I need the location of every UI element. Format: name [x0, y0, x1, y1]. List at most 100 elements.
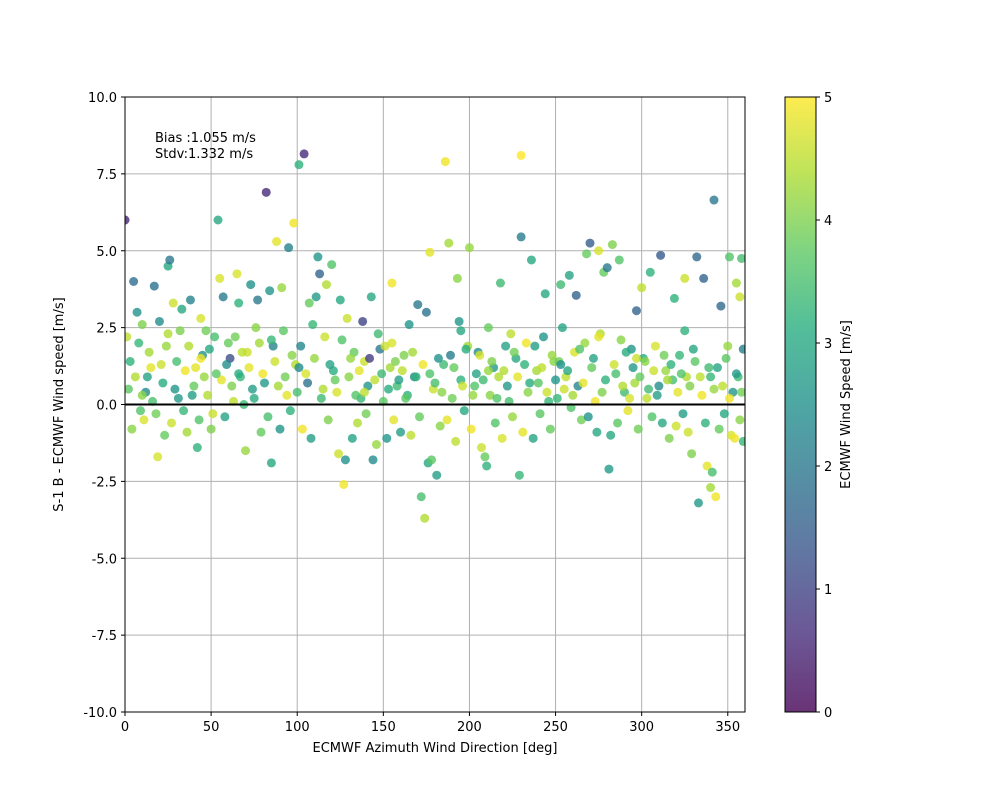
data-point [196, 353, 206, 363]
y-tick-label: 10.0 [88, 91, 117, 106]
data-point [139, 415, 149, 425]
data-point [260, 378, 269, 388]
data-point [230, 332, 240, 342]
data-point [173, 393, 183, 403]
data-point [585, 238, 595, 248]
y-tick-label: -5.0 [92, 552, 117, 567]
data-point [371, 439, 381, 449]
data-point [406, 430, 416, 440]
data-point [482, 461, 492, 471]
data-point [180, 366, 190, 376]
data-point [315, 269, 325, 279]
data-point [415, 412, 424, 422]
data-point [551, 375, 561, 385]
data-point [680, 326, 690, 336]
data-point [401, 393, 411, 403]
data-point [490, 418, 500, 428]
data-point [657, 418, 667, 428]
data-point [304, 298, 314, 308]
data-point [711, 492, 721, 502]
data-point [669, 293, 679, 303]
data-point [366, 292, 376, 302]
data-point [642, 393, 652, 403]
data-point [697, 390, 707, 400]
data-point [444, 238, 454, 248]
x-tick-label: 150 [371, 720, 396, 735]
data-point [556, 280, 566, 290]
data-point [339, 479, 349, 489]
colorbar-tick-label: 2 [824, 460, 832, 475]
data-point [678, 409, 688, 419]
data-point [637, 283, 647, 293]
colorbar-tick-label: 0 [824, 706, 832, 721]
data-point [432, 470, 442, 480]
data-point [621, 347, 631, 357]
data-point [151, 409, 161, 419]
data-point [628, 363, 638, 373]
scatter-points [125, 149, 745, 523]
data-point [630, 378, 640, 388]
data-point [220, 412, 230, 422]
data-point [165, 255, 175, 265]
y-tick-label: -10.0 [83, 706, 117, 721]
data-point [716, 301, 726, 311]
data-point [354, 366, 364, 376]
data-point [237, 347, 247, 357]
data-point [547, 350, 557, 360]
data-point [580, 338, 590, 348]
y-tick-label: -2.5 [92, 475, 117, 490]
data-point [539, 332, 548, 342]
data-point [213, 215, 223, 225]
data-point [327, 260, 337, 270]
data-point [694, 498, 703, 508]
data-point [454, 316, 464, 326]
data-point [384, 384, 393, 394]
data-point [322, 280, 331, 290]
data-point [137, 390, 147, 400]
data-point [421, 307, 431, 317]
data-point [602, 263, 612, 273]
data-point [625, 393, 635, 403]
data-point [663, 375, 672, 385]
data-point [299, 149, 309, 159]
data-point [495, 278, 505, 288]
data-point [153, 452, 163, 462]
data-point [563, 366, 573, 376]
data-point [201, 326, 211, 336]
data-point [270, 356, 280, 366]
data-point [130, 372, 140, 382]
data-point [425, 247, 435, 257]
data-point [442, 415, 452, 425]
data-point [594, 332, 604, 342]
data-point [280, 372, 290, 382]
data-point [738, 344, 745, 354]
data-point [196, 313, 206, 323]
data-point [737, 387, 745, 397]
data-point [332, 387, 342, 397]
stdv-annotation: Stdv:1.332 m/s [155, 147, 253, 162]
data-point [277, 283, 287, 293]
data-point [618, 381, 628, 391]
data-point [311, 292, 321, 302]
data-point [718, 381, 728, 391]
data-point [158, 378, 168, 388]
data-point [706, 372, 716, 382]
data-point [427, 455, 437, 465]
data-point [458, 381, 468, 391]
data-point [501, 341, 511, 351]
data-point [216, 375, 226, 385]
data-point [227, 381, 237, 391]
data-point [704, 363, 714, 373]
data-point [526, 255, 536, 265]
data-point [365, 353, 375, 363]
colorbar-tick-label: 3 [824, 337, 832, 352]
data-point [435, 421, 445, 431]
data-point [347, 433, 357, 443]
data-point [161, 341, 171, 351]
data-point [688, 344, 698, 354]
data-point [387, 338, 397, 348]
data-point [309, 353, 319, 363]
data-point [530, 341, 540, 351]
data-point [396, 427, 406, 437]
data-point [199, 372, 209, 382]
